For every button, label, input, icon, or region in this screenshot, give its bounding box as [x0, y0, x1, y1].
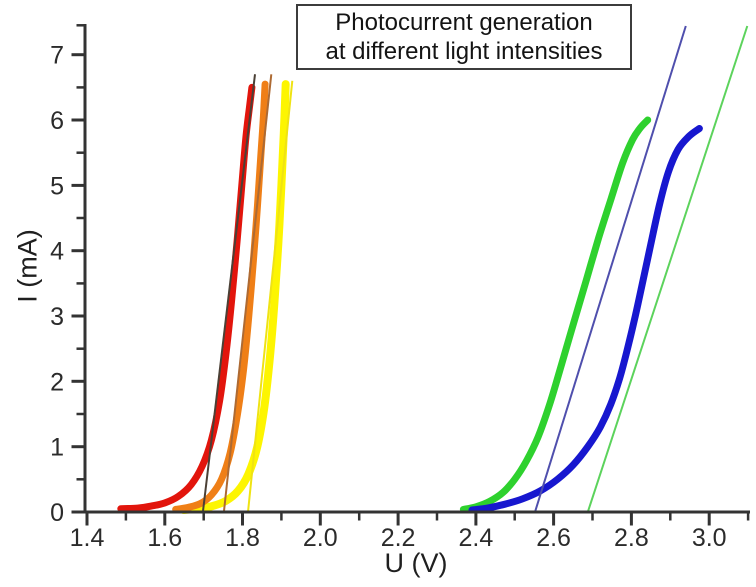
x-tick-label: 3.0 — [692, 524, 727, 552]
y-tick-label: 4 — [50, 238, 64, 266]
y-tick-label: 1 — [50, 434, 64, 462]
yellow-threshold-tangent — [247, 80, 294, 513]
y-tick-label: 3 — [50, 303, 64, 331]
intensity-orange-curve — [172, 80, 269, 513]
chart-title-line1: Photocurrent generation — [335, 9, 593, 36]
chart-title-line2: at different light intensities — [325, 38, 603, 65]
x-tick-label: 1.8 — [225, 524, 260, 552]
intensity-green-curve — [459, 116, 652, 513]
red-threshold-tangent — [201, 74, 256, 513]
y-tick-label: 6 — [50, 107, 64, 135]
y-tick-label: 0 — [50, 499, 64, 527]
orange-threshold-tangent — [222, 74, 273, 513]
blue-threshold-tangent — [586, 25, 749, 513]
x-tick-label: 2.6 — [536, 524, 571, 552]
intensity-blue-curve — [468, 125, 703, 514]
x-tick-label: 2.4 — [459, 524, 494, 552]
x-tick-label: 1.4 — [70, 524, 105, 552]
x-axis-title: U (V) — [384, 548, 448, 578]
y-axis-title: I (mA) — [12, 229, 43, 303]
x-tick-label: 2.0 — [303, 524, 338, 552]
y-tick-label: 2 — [50, 368, 64, 396]
green-threshold-tangent — [534, 25, 687, 513]
y-tick-label: 5 — [50, 172, 64, 200]
x-tick-label: 2.2 — [381, 524, 416, 552]
chart-title-box: Photocurrent generation at different lig… — [296, 4, 632, 70]
x-tick-label: 1.6 — [147, 524, 182, 552]
y-tick-label: 7 — [50, 42, 64, 70]
x-tick-label: 2.8 — [614, 524, 649, 552]
